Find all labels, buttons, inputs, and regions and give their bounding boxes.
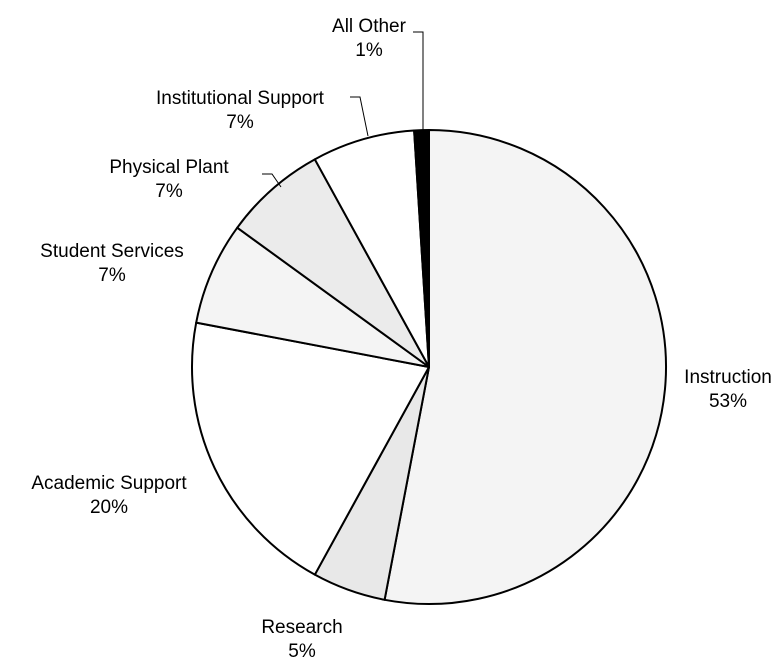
- pie-slice-institutional-support: [313, 129, 430, 368]
- slice-labels: Instruction 53% Research 5% Academic Support…: [31, 16, 771, 660]
- leader-line-all-other: [413, 31, 424, 130]
- pie-slices: [191, 129, 667, 605]
- leader-line-physical-plant: [262, 173, 282, 188]
- slice-label-instruction: Instruction: [684, 367, 772, 388]
- slice-label-student-services: Student Services: [40, 241, 184, 262]
- slice-value-research: 5%: [288, 641, 316, 660]
- pie-slice-instruction: [383, 129, 667, 605]
- slice-label-all-other: All Other: [332, 16, 407, 37]
- slice-value-academic-support: 20%: [90, 497, 128, 518]
- slice-label-physical-plant: Physical Plant: [109, 157, 229, 178]
- slice-value-institutional-support: 7%: [226, 112, 254, 133]
- slice-label-academic-support: Academic Support: [31, 473, 187, 494]
- slice-value-instruction: 53%: [709, 391, 747, 412]
- slice-label-research: Research: [261, 617, 342, 638]
- pie-slice-student-services: [195, 226, 430, 368]
- leader-lines: [262, 31, 424, 188]
- slice-value-physical-plant: 7%: [155, 181, 183, 202]
- pie-slice-academic-support: [191, 321, 430, 576]
- slice-value-all-other: 1%: [355, 40, 383, 61]
- pie-slice-all-other: [413, 129, 430, 368]
- slice-label-institutional-support: Institutional Support: [156, 88, 325, 109]
- leader-line-institutional-support: [350, 96, 369, 137]
- slice-value-student-services: 7%: [98, 265, 126, 286]
- pie-slice-physical-plant: [236, 158, 430, 368]
